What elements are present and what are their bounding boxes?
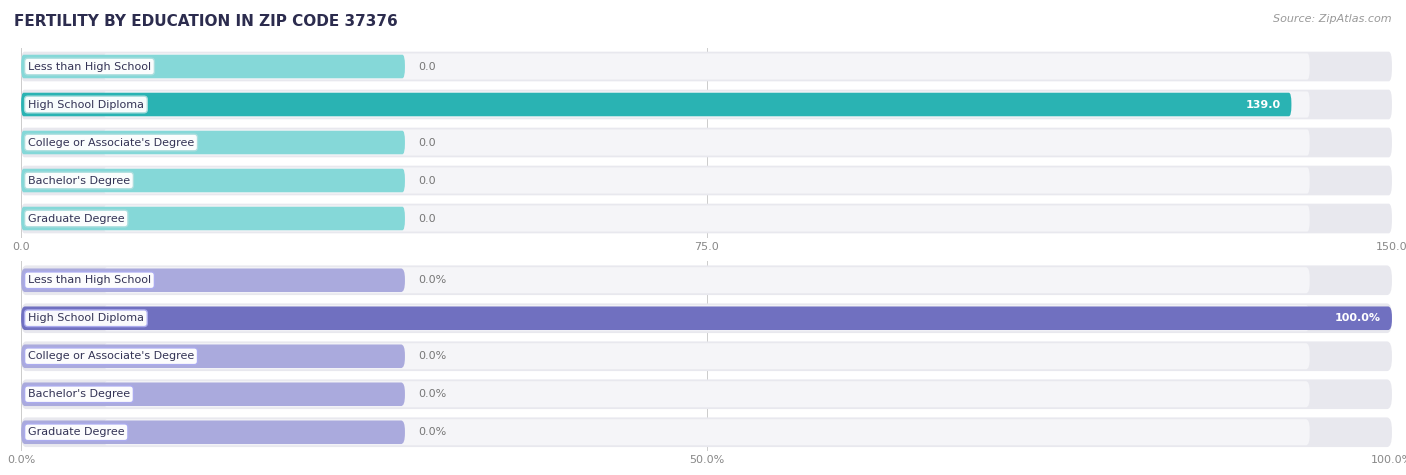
FancyBboxPatch shape: [104, 206, 1310, 231]
Text: Graduate Degree: Graduate Degree: [28, 213, 125, 224]
FancyBboxPatch shape: [21, 266, 1392, 295]
Text: College or Associate's Degree: College or Associate's Degree: [28, 137, 194, 148]
FancyBboxPatch shape: [104, 92, 1310, 117]
FancyBboxPatch shape: [21, 306, 1392, 330]
Text: 0.0: 0.0: [419, 137, 436, 148]
Text: High School Diploma: High School Diploma: [28, 99, 143, 110]
Text: Less than High School: Less than High School: [28, 61, 150, 72]
FancyBboxPatch shape: [21, 207, 405, 230]
Text: College or Associate's Degree: College or Associate's Degree: [28, 351, 194, 361]
FancyBboxPatch shape: [21, 55, 405, 78]
Text: 0.0: 0.0: [419, 61, 436, 72]
FancyBboxPatch shape: [104, 130, 1310, 155]
FancyBboxPatch shape: [21, 131, 405, 154]
FancyBboxPatch shape: [104, 54, 1310, 79]
FancyBboxPatch shape: [21, 268, 405, 292]
FancyBboxPatch shape: [104, 305, 1310, 331]
FancyBboxPatch shape: [21, 52, 1392, 81]
FancyBboxPatch shape: [21, 304, 1392, 333]
FancyBboxPatch shape: [21, 204, 1392, 233]
Text: Graduate Degree: Graduate Degree: [28, 427, 125, 437]
FancyBboxPatch shape: [104, 267, 1310, 293]
FancyBboxPatch shape: [21, 128, 1392, 157]
Text: 0.0%: 0.0%: [419, 389, 447, 399]
FancyBboxPatch shape: [21, 166, 1392, 195]
Text: 0.0%: 0.0%: [419, 427, 447, 437]
Text: Bachelor's Degree: Bachelor's Degree: [28, 175, 131, 186]
FancyBboxPatch shape: [21, 342, 1392, 371]
FancyBboxPatch shape: [104, 168, 1310, 193]
Text: Less than High School: Less than High School: [28, 275, 150, 285]
Text: 0.0%: 0.0%: [419, 351, 447, 361]
Text: 100.0%: 100.0%: [1334, 313, 1381, 323]
FancyBboxPatch shape: [21, 90, 1392, 119]
Text: Bachelor's Degree: Bachelor's Degree: [28, 389, 131, 399]
FancyBboxPatch shape: [21, 418, 1392, 447]
FancyBboxPatch shape: [21, 420, 405, 444]
Text: High School Diploma: High School Diploma: [28, 313, 143, 323]
FancyBboxPatch shape: [21, 344, 405, 368]
FancyBboxPatch shape: [21, 380, 1392, 409]
Text: Source: ZipAtlas.com: Source: ZipAtlas.com: [1274, 14, 1392, 24]
Text: 139.0: 139.0: [1246, 99, 1281, 110]
Text: 0.0: 0.0: [419, 213, 436, 224]
FancyBboxPatch shape: [104, 343, 1310, 369]
FancyBboxPatch shape: [21, 169, 405, 192]
FancyBboxPatch shape: [21, 382, 405, 406]
Text: 0.0%: 0.0%: [419, 275, 447, 285]
Text: FERTILITY BY EDUCATION IN ZIP CODE 37376: FERTILITY BY EDUCATION IN ZIP CODE 37376: [14, 14, 398, 29]
FancyBboxPatch shape: [104, 381, 1310, 407]
FancyBboxPatch shape: [104, 419, 1310, 445]
FancyBboxPatch shape: [21, 93, 1292, 116]
Text: 0.0: 0.0: [419, 175, 436, 186]
